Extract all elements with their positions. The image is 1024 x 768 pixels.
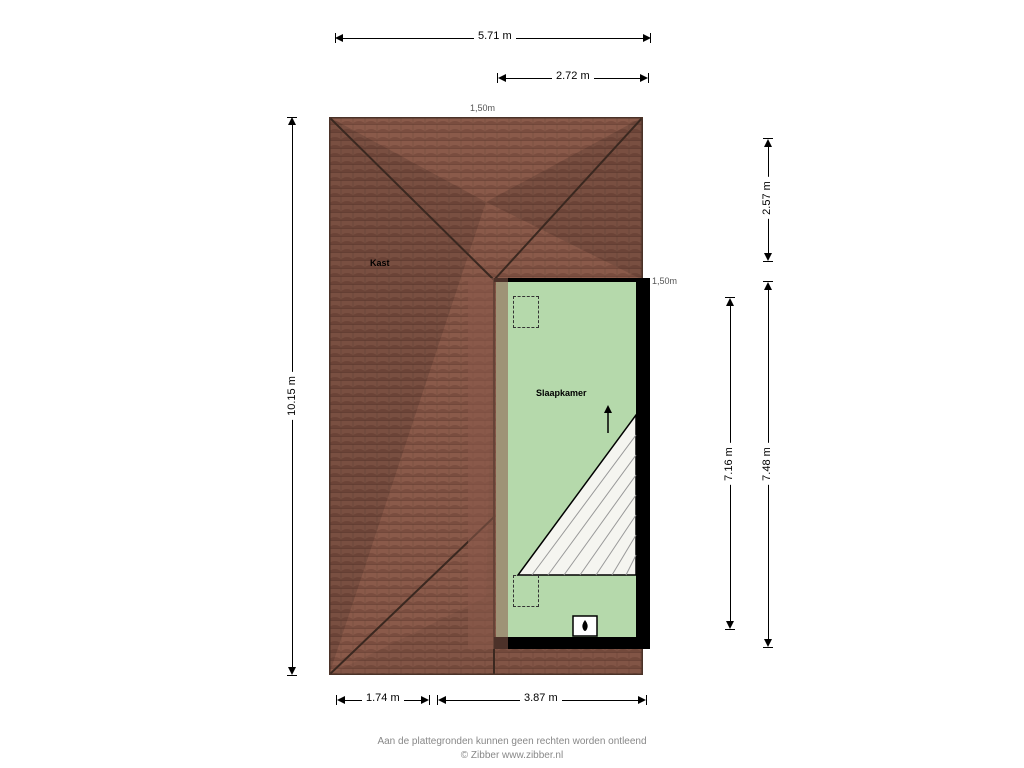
dim-arrow: [421, 696, 429, 704]
dim-tick: [763, 281, 773, 282]
dim-tick: [763, 261, 773, 262]
dim-arrow: [438, 696, 446, 704]
hatch-top: [513, 296, 539, 328]
dim-tick: [725, 629, 735, 630]
dim-tick: [287, 117, 297, 118]
dim-tick: [287, 675, 297, 676]
dim-arrow: [640, 74, 648, 82]
dim-arrow: [288, 117, 296, 125]
dim-arrow: [764, 139, 772, 147]
dim-arrow: [288, 667, 296, 675]
dim-tick: [429, 695, 430, 705]
dim-right-mid: 7.16 m: [723, 443, 735, 485]
dim-tick: [335, 33, 336, 43]
footer: Aan de plattegronden kunnen geen rechten…: [0, 735, 1024, 763]
dim-tick: [725, 297, 735, 298]
hatch-bottom: [513, 575, 539, 607]
dim-right-upper: 2.57 m: [761, 177, 773, 219]
ceiling-height-top: 1,50m: [470, 103, 495, 113]
dim-arrow: [764, 639, 772, 647]
dim-arrow: [764, 253, 772, 261]
dim-top-right: 2.72 m: [552, 70, 594, 82]
dim-arrow: [726, 298, 734, 306]
dim-arrow: [726, 621, 734, 629]
staircase: [500, 405, 648, 585]
dim-tick: [336, 695, 337, 705]
wall-top-thin: [494, 278, 650, 282]
dim-left-full: 10.15 m: [286, 372, 298, 420]
dim-arrow: [337, 696, 345, 704]
floorplan-canvas: Kast Slaapkamer 1,50m 1,50m 5.71 m 2.72 …: [0, 0, 1024, 768]
footer-disclaimer: Aan de plattegronden kunnen geen rechten…: [0, 735, 1024, 749]
ceiling-height-right: 1,50m: [652, 276, 677, 286]
footer-copyright: © Zibber www.zibber.nl: [0, 749, 1024, 763]
dim-right-full: 7.48 m: [761, 443, 773, 485]
dim-tick: [437, 695, 438, 705]
dim-tick: [650, 33, 651, 43]
dim-tick: [646, 695, 647, 705]
fireplace-icon: [572, 615, 598, 637]
bedroom-label: Slaapkamer: [536, 388, 587, 398]
dim-bottom-right: 3.87 m: [520, 692, 562, 704]
dim-arrow: [638, 696, 646, 704]
dim-arrow: [764, 282, 772, 290]
dim-tick: [648, 73, 649, 83]
wall-bottom: [494, 637, 650, 649]
dim-tick: [763, 138, 773, 139]
closet-label: Kast: [370, 258, 390, 268]
dim-arrow: [498, 74, 506, 82]
dim-tick: [763, 647, 773, 648]
dim-bottom-left: 1.74 m: [362, 692, 404, 704]
dim-top-full: 5.71 m: [474, 30, 516, 42]
dim-arrow: [335, 34, 343, 42]
dim-tick: [497, 73, 498, 83]
